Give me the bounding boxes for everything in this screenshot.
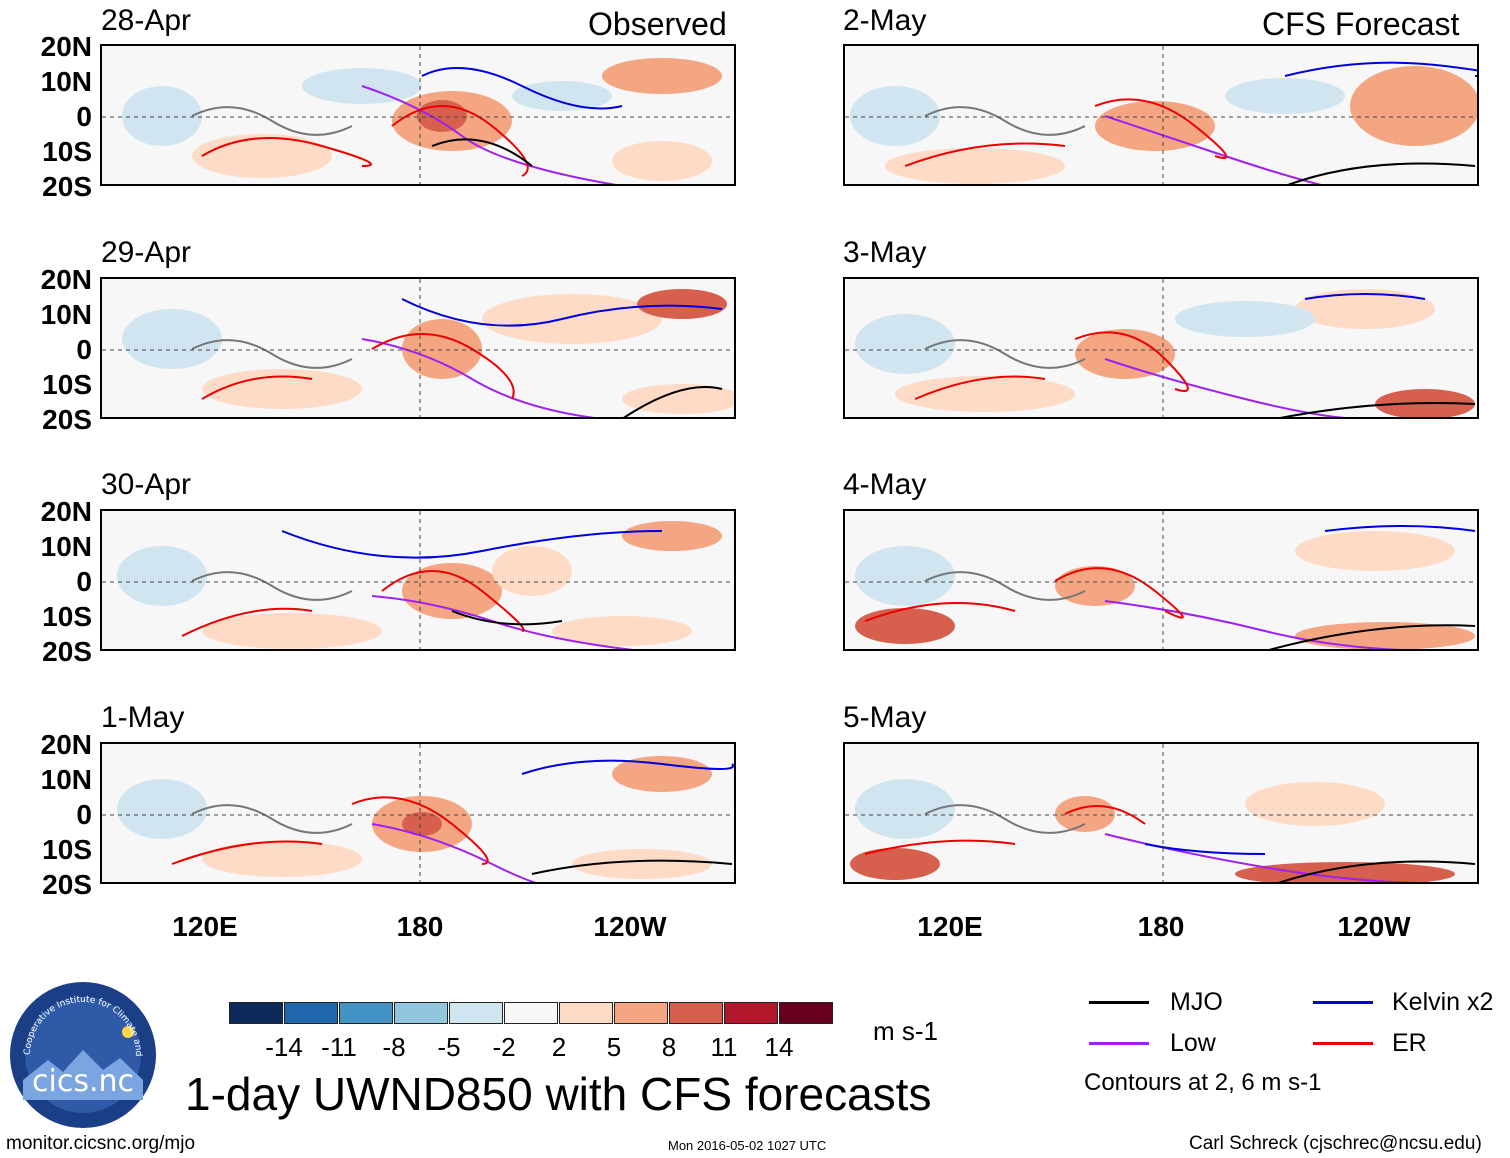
kelvin-line-swatch (1313, 1001, 1373, 1004)
panel-date-label: 3-May (843, 236, 927, 269)
colorbar-tick-label: -2 (492, 1032, 516, 1062)
panel-date-label: 2-May (843, 4, 927, 37)
observed-label: Observed (588, 6, 727, 42)
lat-label: 0 (76, 334, 92, 365)
colorbar-swatch (504, 1002, 558, 1024)
map-panel-forecast (843, 44, 1479, 186)
colorbar-tick-label: 14 (764, 1032, 794, 1062)
panel-date-label: 29-Apr (101, 236, 192, 269)
lon-label: 120W (593, 911, 667, 942)
legend-er-label: ER (1392, 1029, 1427, 1057)
colorbar-swatch (449, 1002, 503, 1024)
lat-label: 10N (40, 66, 92, 97)
lat-label: 20S (42, 869, 92, 900)
colorbar-swatch (394, 1002, 448, 1024)
footer-url[interactable]: monitor.cicsnc.org/mjo (6, 1133, 196, 1154)
map-field (102, 46, 734, 184)
map-panel-forecast (843, 277, 1479, 419)
lon-label: 180 (1137, 911, 1185, 942)
map-field (102, 511, 734, 649)
lat-label: 10N (40, 299, 92, 330)
lat-label: 10S (42, 834, 92, 865)
legend-kelvin-label: Kelvin x2 (1392, 988, 1494, 1016)
colorbar-tick-label: -11 (321, 1032, 357, 1062)
legend-low-label: Low (1170, 1029, 1216, 1057)
lon-label: 120E (917, 911, 983, 942)
map-field (845, 744, 1477, 882)
lat-label: 10S (42, 601, 92, 632)
colorbar-tick-label: -5 (437, 1032, 461, 1062)
map-field (845, 279, 1477, 417)
lat-label: 20N (40, 31, 92, 62)
lon-label: 120E (172, 911, 238, 942)
colorbar-tick-label: 8 (661, 1032, 677, 1062)
er-line-swatch (1313, 1042, 1373, 1045)
map-field (102, 279, 734, 417)
colorbar-tick-label: 2 (551, 1032, 567, 1062)
map-panel-observed (100, 44, 736, 186)
lat-label: 20N (40, 264, 92, 295)
footer-timestamp: Mon 2016-05-02 1027 UTC (668, 1138, 827, 1153)
map-field (102, 744, 734, 882)
colorbar-swatch (669, 1002, 723, 1024)
map-field (845, 46, 1477, 184)
legend-mjo-label: MJO (1170, 988, 1223, 1016)
colorbar-swatch (559, 1002, 613, 1024)
lat-label: 20N (40, 729, 92, 760)
colorbar-swatch (779, 1002, 833, 1024)
colorbar-swatch (724, 1002, 778, 1024)
map-panel-observed (100, 742, 736, 884)
colorbar-tick-label: -14 (265, 1032, 303, 1062)
map-panel-observed (100, 277, 736, 419)
colorbar-swatch (339, 1002, 393, 1024)
panel-date-label: 30-Apr (101, 468, 192, 501)
lat-label: 0 (76, 799, 92, 830)
map-panel-forecast (843, 509, 1479, 651)
lon-label: 180 (396, 911, 444, 942)
footer-author: Carl Schreck (cjschrec@ncsu.edu) (1189, 1133, 1482, 1154)
map-panel-forecast (843, 742, 1479, 884)
colorbar-swatch (229, 1002, 283, 1024)
lat-label: 20S (42, 636, 92, 667)
lat-label: 20S (42, 171, 92, 202)
panel-date-label: 28-Apr (101, 4, 192, 37)
mjo-line-swatch (1089, 1001, 1149, 1004)
lat-label: 10N (40, 764, 92, 795)
cfs-forecast-label: CFS Forecast (1262, 6, 1460, 42)
lat-label: 10N (40, 531, 92, 562)
panel-date-label: 5-May (843, 701, 927, 734)
colorbar-tick-label: -8 (382, 1032, 406, 1062)
colorbar-tick-label: 5 (606, 1032, 622, 1062)
lat-label: 20S (42, 404, 92, 435)
cics-logo: Cooperative Institute for Climate and Sa… (5, 973, 158, 1130)
panel-date-label: 1-May (101, 701, 185, 734)
low-line-swatch (1089, 1042, 1149, 1045)
lat-label: 20N (40, 496, 92, 527)
colorbar-units: m s-1 (873, 1016, 938, 1046)
colorbar-swatch (284, 1002, 338, 1024)
lat-label: 0 (76, 101, 92, 132)
figure-title: 1-day UWND850 with CFS forecasts (185, 1068, 932, 1120)
colorbar-swatch (614, 1002, 668, 1024)
lon-label: 120W (1337, 911, 1411, 942)
lat-label: 10S (42, 136, 92, 167)
lat-label: 0 (76, 566, 92, 597)
lat-label: 10S (42, 369, 92, 400)
colorbar-tick-label: 11 (710, 1032, 738, 1062)
legend-contour-note: Contours at 2, 6 m s-1 (1084, 1069, 1322, 1096)
panel-date-label: 4-May (843, 468, 927, 501)
map-field (845, 511, 1477, 649)
logo-icon: Cooperative Institute for Climate and Sa… (5, 973, 156, 1128)
logo-text: cics.nc (32, 1064, 134, 1099)
map-panel-observed (100, 509, 736, 651)
